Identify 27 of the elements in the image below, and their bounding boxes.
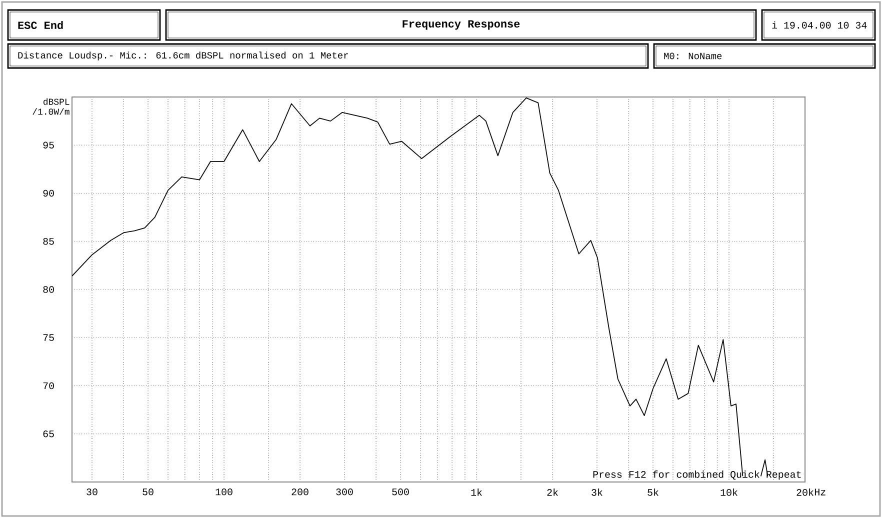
x-tick-label: 20k — [796, 488, 814, 496]
text: M0: NoName — [664, 52, 722, 60]
x-tick-label: 10k — [720, 488, 738, 496]
y-tick-label: 95 — [43, 142, 54, 148]
x-axis-title: Hz — [814, 488, 826, 496]
text: i 19.04.00 10 34 — [772, 21, 867, 29]
x-tick-label: 500 — [392, 488, 409, 496]
y-axis-title: dBSPL /1.0W/m — [32, 98, 70, 115]
text: Distance Loudsp.- Mic.: 61.6cm dBSPL normalised on 1 Meter — [18, 52, 348, 60]
y-tick-label: 80 — [43, 286, 54, 293]
y-tick-label: 70 — [43, 382, 54, 390]
annotation: Press F12 for combined Quick Repeat — [593, 470, 801, 480]
x-tick-label: 200 — [292, 488, 308, 496]
y-tick-label: 65 — [43, 430, 54, 438]
x-tick-label: 30 — [86, 488, 98, 496]
y-tick-label: 90 — [43, 190, 54, 197]
y-tick-label: 85 — [43, 238, 54, 245]
y-tick-label: 75 — [43, 334, 54, 341]
x-tick-label: 3k — [592, 488, 602, 496]
x-tick-label: 2k — [547, 488, 558, 496]
text: ESC End — [18, 20, 63, 30]
chart-title: Frequency Response — [402, 20, 520, 30]
x-tick-label: 300 — [336, 488, 353, 496]
x-tick-label: 5k — [648, 488, 658, 496]
x-tick-label: 1k — [471, 488, 482, 496]
x-tick-label: 50 — [142, 488, 154, 496]
x-tick-label: 100 — [216, 488, 232, 496]
